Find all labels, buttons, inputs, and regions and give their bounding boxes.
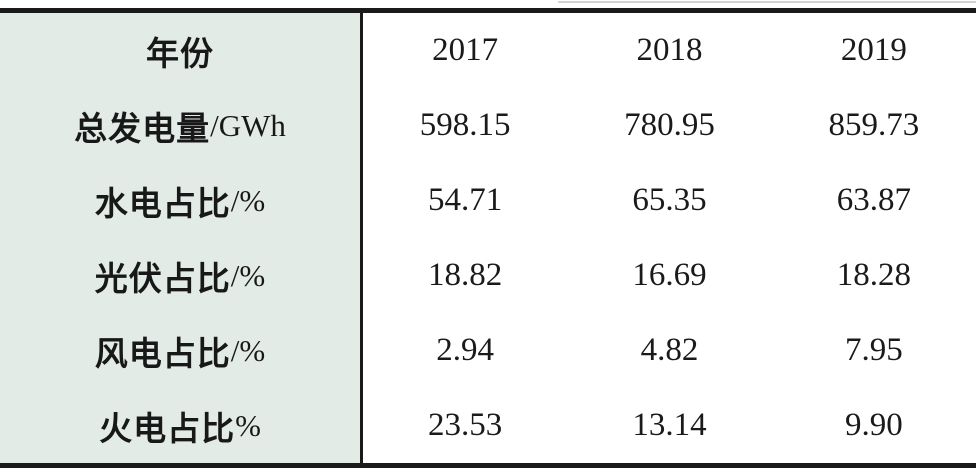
column-header-2017: 2017 bbox=[363, 13, 568, 88]
row-label-text: 总发电量 bbox=[74, 109, 211, 147]
row-label-thermal-share: 火电占比% bbox=[0, 388, 363, 463]
cell-total-generation-2017: 598.15 bbox=[363, 88, 568, 163]
row-label-solar-share: 光伏占比/% bbox=[0, 238, 363, 313]
row-label-unit: /% bbox=[230, 332, 266, 368]
row-label-text: 光伏占比 bbox=[94, 259, 231, 297]
cell-wind-share-2018: 4.82 bbox=[567, 313, 772, 388]
header-label-text: 年份 bbox=[146, 34, 214, 72]
row-label-text: 水电占比 bbox=[94, 184, 231, 222]
cell-solar-share-2018: 16.69 bbox=[567, 238, 772, 313]
row-label-total-generation: 总发电量/GWh bbox=[0, 88, 363, 163]
column-header-2018: 2018 bbox=[567, 13, 772, 88]
row-label-unit: /% bbox=[230, 182, 266, 218]
cell-thermal-share-2018: 13.14 bbox=[567, 388, 772, 463]
row-label-unit: /% bbox=[230, 257, 266, 293]
cell-hydro-share-2019: 63.87 bbox=[771, 163, 976, 238]
cell-thermal-share-2019: 9.90 bbox=[771, 388, 976, 463]
cell-total-generation-2018: 780.95 bbox=[567, 88, 772, 163]
cell-wind-share-2017: 2.94 bbox=[363, 313, 568, 388]
cell-thermal-share-2017: 23.53 bbox=[363, 388, 568, 463]
row-label-unit: /GWh bbox=[210, 107, 286, 143]
power-generation-table: 年份 2017 2018 2019 总发电量/GWh 598.15 780.95… bbox=[0, 8, 976, 468]
scan-artifact-line bbox=[558, 1, 976, 3]
cell-wind-share-2019: 7.95 bbox=[771, 313, 976, 388]
cell-solar-share-2019: 18.28 bbox=[771, 238, 976, 313]
cell-hydro-share-2017: 54.71 bbox=[363, 163, 568, 238]
header-label-year: 年份 bbox=[0, 13, 363, 88]
column-header-2019: 2019 bbox=[771, 13, 976, 88]
cell-total-generation-2019: 859.73 bbox=[771, 88, 976, 163]
row-label-hydro-share: 水电占比/% bbox=[0, 163, 363, 238]
row-label-unit: % bbox=[235, 407, 261, 443]
cell-solar-share-2017: 18.82 bbox=[363, 238, 568, 313]
row-label-text: 风电占比 bbox=[94, 334, 231, 372]
row-label-text: 火电占比 bbox=[99, 409, 236, 447]
cell-hydro-share-2018: 65.35 bbox=[567, 163, 772, 238]
row-label-wind-share: 风电占比/% bbox=[0, 313, 363, 388]
